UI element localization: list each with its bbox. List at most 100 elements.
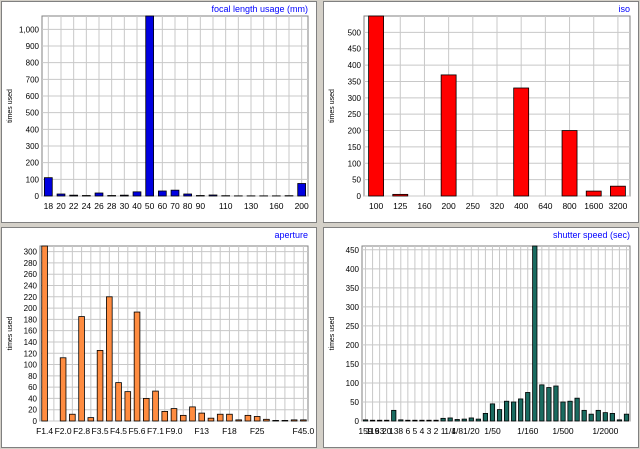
y-tick-label: 80: [28, 372, 37, 381]
x-tick-label: 22: [69, 201, 79, 211]
bar: [518, 398, 524, 422]
y-tick-label: 100: [346, 379, 360, 388]
x-tick-label: F13: [194, 426, 209, 436]
y-tick-label: 50: [352, 176, 361, 185]
bar: [170, 408, 178, 422]
x-tick-label: 1/8: [451, 426, 463, 436]
x-tick-label: 800: [562, 201, 576, 211]
y-tick-label: 0: [357, 192, 362, 201]
bar: [585, 190, 602, 197]
y-tick-label: 180: [24, 315, 38, 324]
bar: [161, 411, 169, 422]
bar: [412, 419, 418, 422]
bar: [610, 185, 626, 197]
bar: [546, 387, 552, 422]
y-tick-label: 250: [346, 322, 360, 331]
y-tick-label: 0: [33, 417, 38, 426]
bar: [489, 403, 496, 422]
y-tick-label: 120: [24, 349, 38, 358]
x-tick-label: F3.5: [92, 426, 109, 436]
bar: [56, 193, 66, 197]
x-tick-label: 3200: [608, 201, 627, 211]
focal-length-chart-panel: 0 100 200 300 400 500 600 700 800 900 1,000 18 20 22 2…: [1, 1, 317, 223]
bar: [525, 392, 531, 422]
bar: [183, 193, 192, 197]
bar: [94, 192, 104, 197]
x-tick-label: F18: [222, 426, 237, 436]
x-tick-label: 40: [132, 201, 142, 211]
x-tick-label: 90: [196, 201, 206, 211]
x-tick-label: 63: [375, 426, 385, 436]
y-tick-label: 280: [24, 259, 38, 268]
y-tick-label: 450: [348, 45, 362, 54]
x-tick-label: 70: [170, 201, 180, 211]
bar: [69, 413, 76, 422]
bar: [196, 195, 205, 197]
bar: [391, 409, 397, 422]
y-tick-label: 300: [346, 303, 360, 312]
y-tick-label: 200: [24, 304, 38, 313]
x-tick-label: 1/500: [552, 426, 574, 436]
chart-title: focal length usage (mm): [211, 4, 308, 14]
y-tick-label: 900: [26, 42, 40, 51]
y-tick-label: 250: [348, 110, 362, 119]
bar: [189, 406, 196, 422]
bar: [152, 390, 159, 422]
y-tick-label: 500: [26, 109, 40, 118]
y-tick-label: 1,000: [19, 25, 40, 34]
bar: [198, 412, 205, 422]
bar: [574, 397, 580, 422]
x-tick-label: F5.6: [129, 426, 146, 436]
bar: [482, 412, 489, 422]
x-tick-label: 1600: [584, 201, 603, 211]
iso-chart-panel: 0 50 100 150 200 250 300 350 400 450 500 100 125 160 2…: [323, 1, 639, 223]
bar: [82, 195, 91, 197]
y-tick-label: 200: [348, 127, 362, 136]
plot-area: [361, 245, 631, 422]
bar: [41, 245, 48, 422]
x-tick-label: 30: [120, 201, 130, 211]
x-tick-label: 5: [413, 426, 418, 436]
bar: [539, 384, 545, 422]
x-tick-label: 1/4: [444, 426, 456, 436]
bar: [602, 412, 608, 422]
x-tick-label: 320: [490, 201, 504, 211]
bar: [440, 417, 446, 422]
bar: [447, 417, 453, 422]
bar: [405, 419, 411, 422]
x-tick-label: 18: [44, 201, 54, 211]
x-tick-label: 1/2000: [592, 426, 618, 436]
x-tick-label: 13: [389, 426, 399, 436]
y-tick-label: 20: [28, 406, 37, 415]
x-tick-label: 20: [56, 201, 66, 211]
aperture-chart: 0 20 40 60 80 100 120 140 160 180 200 220 240 260 280 3…: [7, 230, 315, 436]
bar: [377, 419, 383, 422]
y-tick-label: 400: [346, 265, 360, 274]
y-tick-label: 400: [26, 125, 40, 134]
x-tick-label: F45.0: [293, 426, 315, 436]
bar: [145, 15, 154, 197]
y-tick-label: 800: [26, 59, 40, 68]
bar: [595, 409, 601, 422]
x-tick-label: 28: [107, 201, 117, 211]
bar: [511, 401, 517, 422]
y-tick-label: 300: [348, 94, 362, 103]
x-tick-label: F2.0: [55, 426, 72, 436]
x-tick-label: 125: [393, 201, 407, 211]
bar: [454, 419, 460, 422]
bar: [362, 419, 369, 422]
y-axis-label: times used: [329, 316, 336, 350]
x-tick-label: 24: [82, 201, 92, 211]
bar: [263, 418, 270, 422]
bar: [170, 189, 180, 197]
bar: [300, 419, 307, 422]
x-tick-label: 4: [420, 426, 425, 436]
bar: [272, 420, 279, 422]
bar: [461, 418, 467, 422]
x-tick-label: 200: [295, 201, 309, 211]
bar: [513, 87, 530, 197]
bar: [281, 420, 289, 422]
y-tick-label: 300: [24, 248, 38, 257]
bar: [78, 316, 85, 422]
